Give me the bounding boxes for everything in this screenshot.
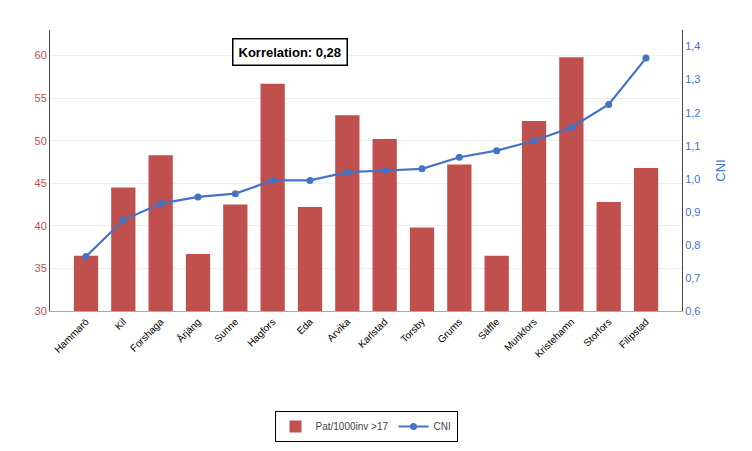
svg-text:Sunne: Sunne [212, 316, 241, 345]
svg-text:40: 40 [35, 220, 47, 232]
svg-text:Munkfors: Munkfors [502, 316, 539, 353]
svg-text:1,1: 1,1 [685, 140, 700, 152]
svg-text:0,9: 0,9 [685, 206, 700, 218]
svg-text:30: 30 [35, 305, 47, 317]
svg-text:Korrelation: 0,28: Korrelation: 0,28 [239, 45, 342, 60]
svg-text:1,4: 1,4 [685, 40, 700, 52]
svg-text:CNI: CNI [433, 421, 450, 432]
svg-text:Hammarö: Hammarö [52, 316, 91, 355]
svg-text:Karlstad: Karlstad [356, 316, 390, 350]
svg-text:0,6: 0,6 [685, 305, 700, 317]
svg-text:Forshaga: Forshaga [128, 316, 166, 354]
svg-text:Pat/1000inv >17: Pat/1000inv >17 [316, 421, 389, 432]
svg-text:50: 50 [35, 135, 47, 147]
svg-text:Säffle: Säffle [476, 316, 502, 342]
svg-text:55: 55 [35, 92, 47, 104]
svg-text:1,3: 1,3 [685, 73, 700, 85]
svg-text:1,2: 1,2 [685, 107, 700, 119]
svg-text:60: 60 [35, 49, 47, 61]
svg-text:Arvika: Arvika [325, 316, 353, 344]
svg-text:Kil: Kil [113, 316, 129, 332]
svg-text:Grums: Grums [435, 316, 464, 345]
svg-text:Storfors: Storfors [581, 316, 614, 349]
svg-text:CNI: CNI [713, 159, 728, 181]
svg-text:Filipstad: Filipstad [617, 316, 651, 350]
svg-text:Årjäng: Årjäng [174, 315, 203, 344]
svg-text:1,0: 1,0 [685, 173, 700, 185]
svg-text:Eda: Eda [295, 316, 316, 337]
svg-text:Hagfors: Hagfors [245, 316, 278, 349]
svg-text:0,8: 0,8 [685, 239, 700, 251]
svg-text:Torsby: Torsby [398, 316, 427, 345]
svg-text:45: 45 [35, 177, 47, 189]
svg-text:0,7: 0,7 [685, 272, 700, 284]
svg-text:Kristehamn: Kristehamn [533, 316, 577, 360]
svg-text:35: 35 [35, 262, 47, 274]
